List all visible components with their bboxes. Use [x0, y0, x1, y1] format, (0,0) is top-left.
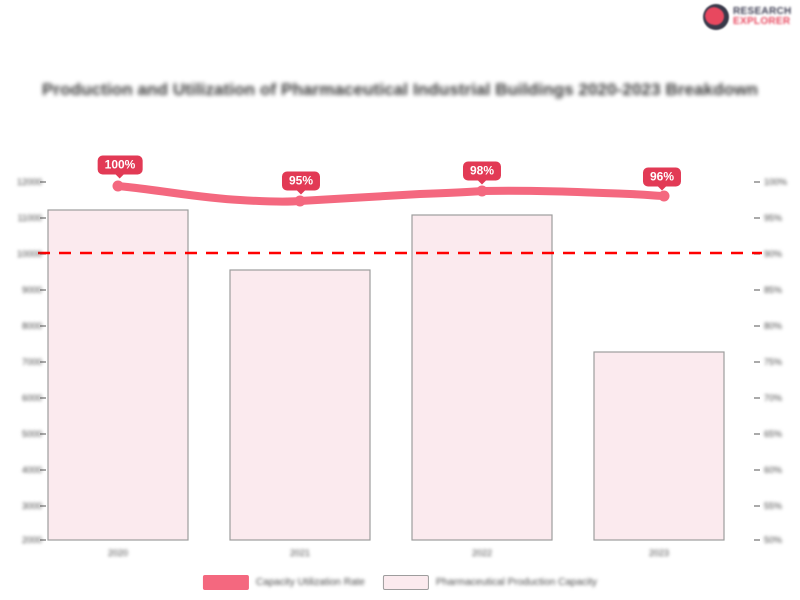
legend-item-utilization-rate[interactable]: Capacity Utilization Rate — [202, 574, 365, 590]
category-label-2: 2022 — [471, 548, 493, 558]
bar-series — [47, 209, 725, 541]
category-label-3: 2023 — [648, 548, 670, 558]
left-tick-9: 3000 — [21, 501, 42, 511]
bar-0[interactable] — [47, 209, 189, 541]
left-tick-5: 7000 — [21, 357, 42, 367]
left-tick-7: 5000 — [21, 429, 42, 439]
right-axis-ticks — [754, 181, 760, 541]
right-tick-5: 75% — [764, 357, 783, 367]
marker-3[interactable] — [658, 190, 670, 202]
left-tick-1: 11000 — [17, 213, 42, 223]
legend-label-line: Capacity Utilization Rate — [255, 576, 365, 588]
left-tick-4: 8000 — [21, 321, 42, 331]
marker-0[interactable] — [112, 180, 124, 192]
chart-title: Production and Utilization of Pharmaceut… — [41, 80, 759, 99]
left-tick-6: 6000 — [21, 393, 42, 403]
logo-wordmark: RESEARCH EXPLORER — [733, 5, 792, 28]
right-tick-6: 70% — [764, 393, 783, 403]
right-tick-7: 65% — [764, 429, 783, 439]
bar-1[interactable] — [229, 269, 371, 541]
right-tick-3: 85% — [764, 285, 783, 295]
marker-2[interactable] — [476, 185, 488, 197]
data-label-3: 96% — [642, 167, 682, 187]
data-label-0: 100% — [97, 155, 143, 175]
category-label-0: 2020 — [107, 548, 129, 558]
right-tick-8: 60% — [764, 465, 783, 475]
logo-line-1: RESEARCH — [733, 5, 792, 17]
marker-1[interactable] — [294, 195, 306, 207]
bar-2[interactable] — [411, 214, 553, 541]
data-label-2: 98% — [462, 161, 502, 181]
legend-swatch-bar — [382, 574, 429, 590]
logo-line-2: EXPLORER — [733, 16, 791, 27]
logo-mark-icon — [703, 4, 729, 30]
data-label-1: 95% — [281, 171, 321, 191]
right-tick-9: 55% — [764, 501, 783, 511]
left-tick-10: 2000 — [21, 535, 42, 545]
legend-label-bar: Pharmaceutical Production Capacity — [435, 576, 598, 588]
legend-swatch-line — [202, 574, 249, 590]
left-tick-0: 12000 — [16, 177, 42, 187]
right-tick-4: 80% — [764, 321, 783, 331]
legend-item-production-capacity[interactable]: Pharmaceutical Production Capacity — [382, 574, 598, 590]
left-tick-3: 9000 — [21, 285, 42, 295]
category-label-1: 2021 — [289, 548, 311, 558]
right-tick-2: 90% — [764, 249, 783, 259]
left-tick-8: 4000 — [21, 465, 42, 475]
bar-3[interactable] — [593, 351, 725, 541]
right-tick-1: 95% — [764, 213, 783, 223]
brand-logo: RESEARCH EXPLORER — [703, 2, 797, 32]
right-tick-10: 50% — [764, 535, 783, 545]
line-series[interactable] — [114, 182, 668, 206]
right-tick-0: 100% — [764, 177, 788, 187]
chart-legend: Capacity Utilization Rate Pharmaceutical… — [199, 571, 601, 593]
left-tick-2: 10000 — [16, 249, 42, 259]
line-markers — [112, 180, 670, 207]
